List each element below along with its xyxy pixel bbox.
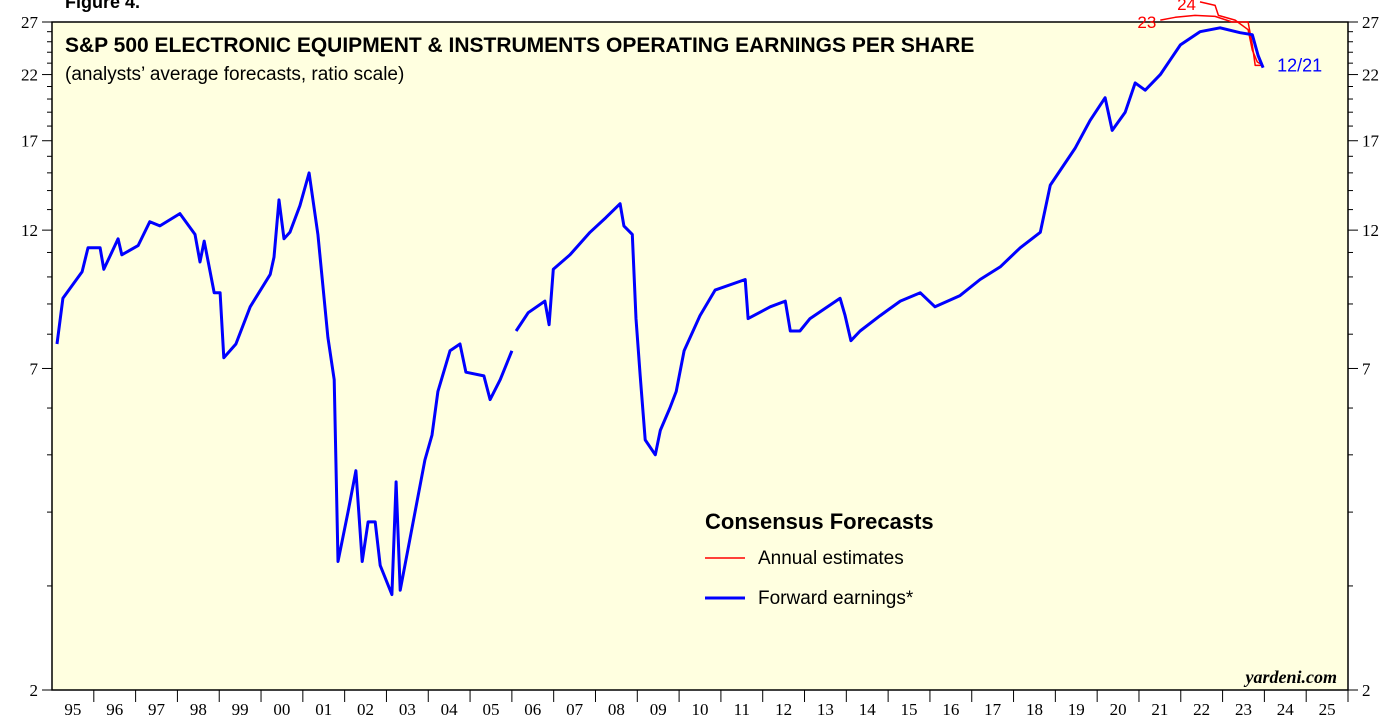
y-tick-label: 27: [21, 13, 39, 32]
y2-tick-label: 22: [1362, 66, 1379, 85]
chart-subtitle: (analysts’ average forecasts, ratio scal…: [65, 64, 404, 85]
y2-tick-label: 2: [1362, 681, 1371, 700]
x-tick-label: 22: [1193, 700, 1210, 719]
x-tick-label: 03: [399, 700, 416, 719]
legend-title: Consensus Forecasts: [705, 509, 934, 534]
y2-tick-label: 17: [1362, 132, 1380, 151]
x-tick-label: 06: [524, 700, 541, 719]
x-tick-label: 01: [315, 700, 332, 719]
legend-label: Forward earnings*: [758, 588, 914, 609]
line-label: 23: [1137, 13, 1156, 32]
x-tick-label: 16: [942, 700, 959, 719]
x-tick-label: 20: [1110, 700, 1127, 719]
legend-label: Annual estimates: [758, 548, 904, 569]
x-tick-label: 98: [190, 700, 207, 719]
y-tick-label: 12: [21, 221, 38, 240]
plot-area: [51, 21, 1349, 691]
x-tick-label: 25: [1319, 700, 1336, 719]
x-tick-label: 21: [1151, 700, 1168, 719]
x-tick-label: 10: [692, 700, 709, 719]
x-tick-label: 95: [64, 700, 81, 719]
x-tick-label: 17: [984, 700, 1002, 719]
line: [1199, 1, 1264, 67]
y-tick-label: 22: [21, 66, 38, 85]
y2-tick-label: 27: [1362, 13, 1380, 32]
x-tick-label: 97: [148, 700, 166, 719]
annotation: 12/21: [1277, 56, 1322, 76]
x-tick-label: 13: [817, 700, 834, 719]
x-tick-label: 23: [1235, 700, 1252, 719]
line: [55, 26, 1265, 597]
x-tick-label: 08: [608, 700, 625, 719]
x-tick-label: 96: [106, 700, 123, 719]
line: [1160, 14, 1263, 67]
y-tick-label: 2: [30, 681, 39, 700]
y-tick-label: 17: [21, 132, 39, 151]
x-tick-label: 24: [1277, 700, 1295, 719]
x-tick-label: 12: [775, 700, 792, 719]
y2-tick-label: 7: [1362, 359, 1371, 378]
line-label: 24: [1177, 0, 1196, 14]
x-tick-label: 15: [901, 700, 918, 719]
x-tick-label: 99: [232, 700, 249, 719]
figure-label: Figure 4.: [65, 0, 140, 12]
y2-tick-label: 12: [1362, 221, 1379, 240]
x-tick-label: 18: [1026, 700, 1043, 719]
x-tick-label: 02: [357, 700, 374, 719]
x-tick-label: 14: [859, 700, 877, 719]
source: yardeni.com: [1244, 667, 1338, 687]
x-tick-label: 11: [734, 700, 750, 719]
x-tick-label: 09: [650, 700, 667, 719]
x-tick-label: 19: [1068, 700, 1085, 719]
x-tick-label: 07: [566, 700, 584, 719]
y-tick-label: 7: [30, 359, 39, 378]
x-tick-label: 05: [482, 700, 499, 719]
x-tick-label: 04: [441, 700, 459, 719]
x-tick-label: 00: [273, 700, 290, 719]
chart-title: S&P 500 ELECTRONIC EQUIPMENT & INSTRUMEN…: [65, 34, 974, 57]
